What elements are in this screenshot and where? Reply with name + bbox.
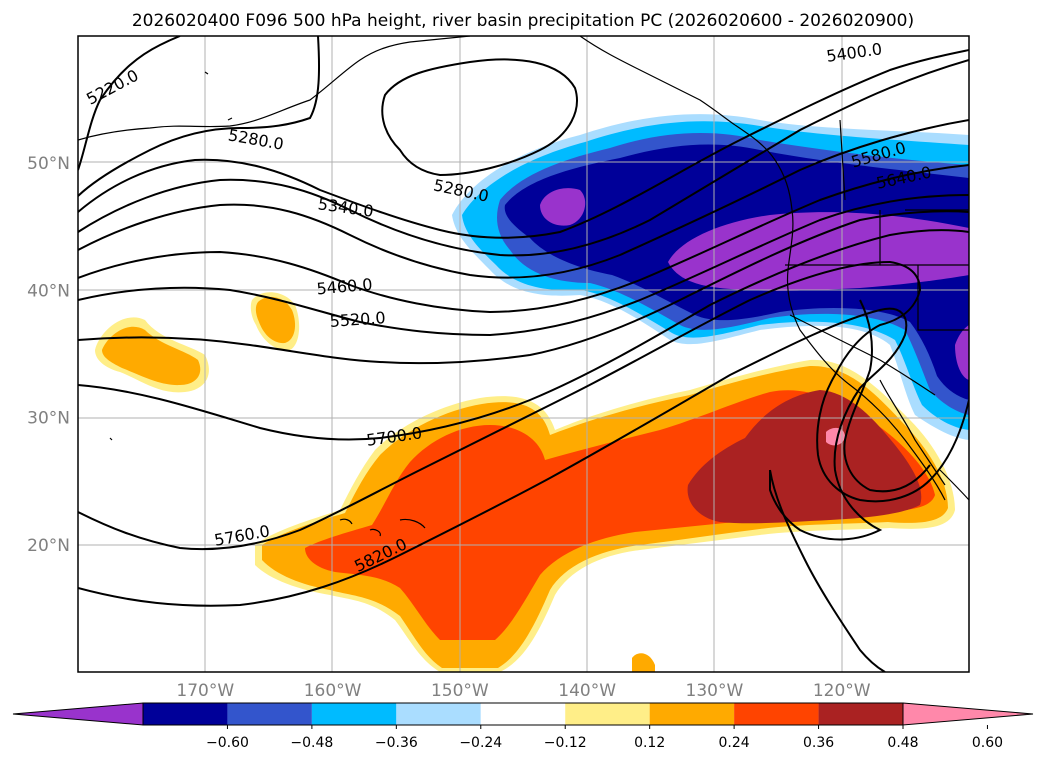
lon-label-130: 130°W: [686, 681, 744, 701]
lon-label-120: 120°W: [813, 681, 871, 701]
colorbar-tick-label: −0.24: [459, 735, 502, 751]
colorbar-tick-label: −0.12: [544, 735, 587, 751]
colorbar-box-6: [649, 703, 735, 725]
lon-label-150: 150°W: [431, 681, 489, 701]
map-frame: [77, 35, 970, 673]
colorbar-extend-high: [902, 702, 1034, 726]
contour-5820: [78, 307, 908, 607]
colorbar-tick-label: 0.12: [634, 735, 665, 751]
lon-label-160: 160°W: [304, 681, 362, 701]
colorbar-tick-label: 0.48: [887, 735, 918, 751]
contour-5520: [78, 164, 969, 314]
state-border-b: [789, 314, 936, 396]
colorbar-box-2: [311, 703, 397, 725]
colorbar-box-5: [565, 703, 650, 725]
lon-label-140: 140°W: [558, 681, 616, 701]
contour-5280-east: [381, 58, 578, 177]
fill-pos-west-a-inner: [102, 326, 201, 386]
longitude-labels: 170°W 160°W 150°W 140°W 130°W 120°W: [176, 681, 870, 701]
fill-neg-060-c: [955, 325, 969, 380]
colorbar-tick-label: 0.36: [803, 735, 834, 751]
colorbar-box-1: [227, 703, 312, 725]
precip-positive-region: [95, 292, 955, 672]
contour-5760: [78, 260, 969, 551]
colorbar-tick-label: −0.36: [375, 735, 418, 751]
fill-neg-060-a: [540, 188, 586, 226]
lat-label-30: 30°N: [27, 409, 70, 429]
lat-label-40: 40°N: [27, 281, 70, 301]
contour-5460: [78, 119, 969, 279]
fill-pos-060: [826, 427, 845, 446]
contour-5340: [78, 49, 969, 239]
contour-5580: [78, 194, 969, 337]
contour-label-5520: 5520.0: [329, 308, 386, 331]
coastline-mexico: [939, 469, 969, 501]
fill-neg-060-b: [668, 212, 969, 291]
latitude-labels: 50°N 40°N 30°N 20°N: [27, 154, 70, 556]
colorbar: −0.60 −0.48 −0.36 −0.24 −0.12 0.12 0.24 0.36 0.4…: [12, 702, 1034, 751]
contour-label-5460: 5460.0: [316, 275, 373, 299]
coastline-islands: [109, 71, 381, 537]
map-area: 5220.0 5280.0 5280.0 5340.0 5400.0 5460.…: [78, 36, 969, 672]
coastline-alaska: [78, 36, 471, 141]
lon-label-170: 170°W: [176, 681, 234, 701]
contour-5700: [78, 229, 969, 441]
coastline-baja: [879, 379, 946, 486]
contour-labels: 5220.0 5280.0 5280.0 5340.0 5400.0 5460.…: [83, 39, 933, 576]
colorbar-box-7: [734, 703, 819, 725]
lat-label-20: 20°N: [27, 536, 70, 556]
coastline-hawaii-tip: [399, 518, 426, 529]
contour-5220: [78, 36, 181, 171]
colorbar-tick-label: −0.60: [206, 735, 249, 751]
contour-5280-west: [78, 36, 321, 197]
height-contours: [78, 36, 969, 672]
colorbar-box-8: [818, 703, 903, 725]
colorbar-extend-low: [12, 702, 144, 726]
state-border-d: [839, 119, 846, 201]
colorbar-tick-label: −0.48: [290, 735, 333, 751]
colorbar-box-3: [396, 703, 481, 725]
coastline-alaska-gulf: [579, 36, 736, 126]
colorbar-box-0: [143, 703, 228, 725]
fill-pos-south-patch: [632, 653, 655, 672]
contour-5640-inner: [843, 299, 931, 493]
colorbar-box-4: [480, 703, 566, 725]
fill-pos-048: [687, 390, 922, 524]
colorbar-tick-label: 0.24: [719, 735, 750, 751]
fill-pos-west-b-inner: [255, 296, 296, 344]
contour-5820-south: [769, 469, 886, 672]
contour-5640: [78, 210, 969, 365]
state-border-e: [917, 265, 969, 331]
figure-title: 2026020400 F096 500 hPa height, river ba…: [132, 11, 914, 31]
lat-label-50: 50°N: [27, 154, 70, 174]
coastline-west-coast: [734, 124, 946, 501]
coastlines: [78, 36, 969, 537]
colorbar-tick-label: 0.60: [972, 735, 1003, 751]
contour-5400: [78, 59, 969, 257]
colorbar-outline: [142, 702, 904, 726]
